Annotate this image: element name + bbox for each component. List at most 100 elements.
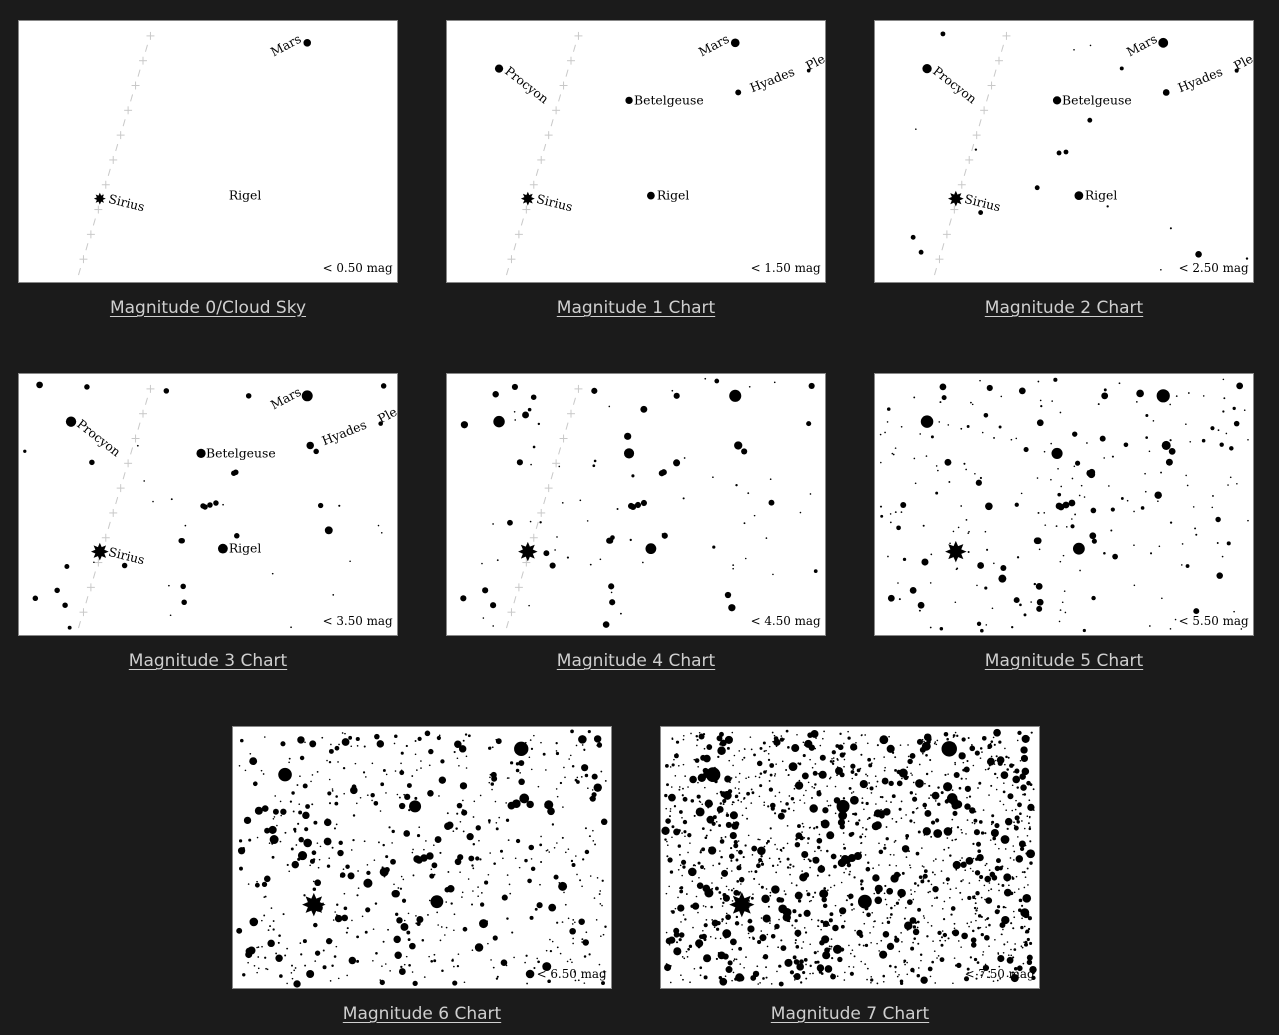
star: [394, 951, 402, 959]
field-star: [826, 800, 829, 802]
field-star: [848, 873, 851, 876]
chart-link[interactable]: Magnitude 6 Chart: [342, 1004, 502, 1024]
field-star: [668, 793, 676, 802]
field-star: [698, 733, 705, 740]
field-star: [718, 891, 722, 894]
field-star: [750, 896, 754, 900]
field-star: [1013, 821, 1015, 824]
field-star: [341, 732, 344, 734]
field-star: [732, 821, 735, 824]
field-star: [1013, 916, 1016, 919]
field-star: [865, 866, 871, 872]
field-star: [420, 767, 422, 769]
field-star: [847, 730, 849, 733]
field-star: [733, 889, 740, 896]
field-star: [507, 839, 510, 842]
field-star: [1000, 565, 1007, 572]
field-star: [1026, 937, 1030, 942]
field-star: [930, 925, 933, 927]
field-star: [347, 872, 355, 880]
field-star: [966, 796, 968, 799]
field-star: [907, 776, 909, 778]
field-star: [782, 913, 791, 922]
field-star: [788, 762, 798, 771]
field-star: [988, 970, 991, 973]
field-star: [416, 916, 424, 924]
field-star: [973, 895, 976, 898]
field-star: [735, 915, 739, 919]
field-star: [513, 411, 516, 413]
field-star: [738, 772, 741, 775]
field-star: [556, 946, 559, 949]
field-star: [898, 598, 901, 601]
field-star: [759, 934, 767, 942]
star: [376, 740, 385, 748]
field-star: [246, 820, 248, 823]
chart-link[interactable]: Magnitude 0/Cloud Sky: [109, 298, 307, 318]
chart-link[interactable]: Magnitude 4 Chart: [556, 651, 716, 671]
field-star: [411, 775, 414, 777]
field-star: [581, 764, 589, 772]
field-star: [681, 832, 683, 834]
field-star: [934, 873, 936, 876]
field-star: [716, 806, 724, 813]
field-star: [901, 845, 910, 853]
field-star: [956, 826, 960, 829]
field-star: [677, 868, 680, 871]
field-star: [962, 768, 965, 772]
star-chart-image[interactable]: < 5.50 mag: [874, 373, 1254, 636]
star-chart-image[interactable]: < 4.50 mag: [446, 373, 826, 636]
field-star: [1014, 815, 1020, 821]
field-star: [418, 826, 421, 829]
field-star: [975, 919, 977, 922]
field-star: [696, 744, 698, 747]
field-star: [1016, 820, 1020, 824]
chart-link[interactable]: Magnitude 7 Chart: [770, 1004, 930, 1024]
star-chart-image[interactable]: Mars Sirius Rigel Procyon Betelgeuse Hyades Pl…: [18, 373, 398, 636]
star-chart-image[interactable]: < 6.50 mag: [232, 726, 612, 989]
field-star: [555, 788, 558, 790]
field-star: [479, 919, 489, 929]
field-star: [684, 775, 687, 777]
field-star: [1012, 910, 1015, 913]
star-chart-image[interactable]: Mars Sirius Rigel Procyon Betelgeuse Hyades Pl…: [874, 20, 1254, 283]
field-star: [894, 965, 897, 969]
star-chart-image[interactable]: Mars Sirius Rigel < 0.50 mag: [18, 20, 398, 283]
field-star: [966, 922, 969, 925]
star-chart-image[interactable]: Mars Sirius Rigel Procyon Betelgeuse Hyades Pl…: [446, 20, 826, 283]
field-star: [414, 753, 417, 756]
field-star: [272, 920, 275, 922]
field-star: [745, 777, 747, 780]
field-star: [907, 744, 909, 746]
field-star: [972, 895, 974, 898]
field-star: [302, 783, 308, 789]
field-star: [1233, 610, 1235, 613]
field-star: [704, 836, 708, 840]
star: [490, 602, 497, 609]
field-star: [584, 849, 590, 855]
chart-link[interactable]: Magnitude 1 Chart: [556, 298, 716, 318]
star-chart-image[interactable]: < 7.50 mag: [660, 726, 1040, 989]
field-star: [799, 873, 808, 882]
star: [1063, 149, 1069, 155]
field-star: [952, 734, 956, 737]
field-star: [979, 747, 983, 750]
field-star: [579, 499, 582, 502]
field-star: [947, 937, 950, 940]
field-star: [564, 776, 566, 779]
field-star: [674, 907, 677, 910]
chart-link[interactable]: Magnitude 5 Chart: [984, 651, 1144, 671]
field-star: [981, 751, 983, 753]
field-star: [686, 956, 689, 958]
chart-link[interactable]: Magnitude 2 Chart: [984, 298, 1144, 318]
field-star: [909, 753, 916, 759]
chart-link[interactable]: Magnitude 3 Chart: [128, 651, 288, 671]
field-star: [309, 858, 315, 864]
field-star: [296, 784, 299, 787]
field-star: [699, 851, 702, 854]
field-star: [916, 807, 919, 809]
field-star: [880, 939, 883, 942]
field-star: [341, 914, 349, 922]
field-star: [412, 848, 414, 851]
field-star: [337, 849, 344, 857]
